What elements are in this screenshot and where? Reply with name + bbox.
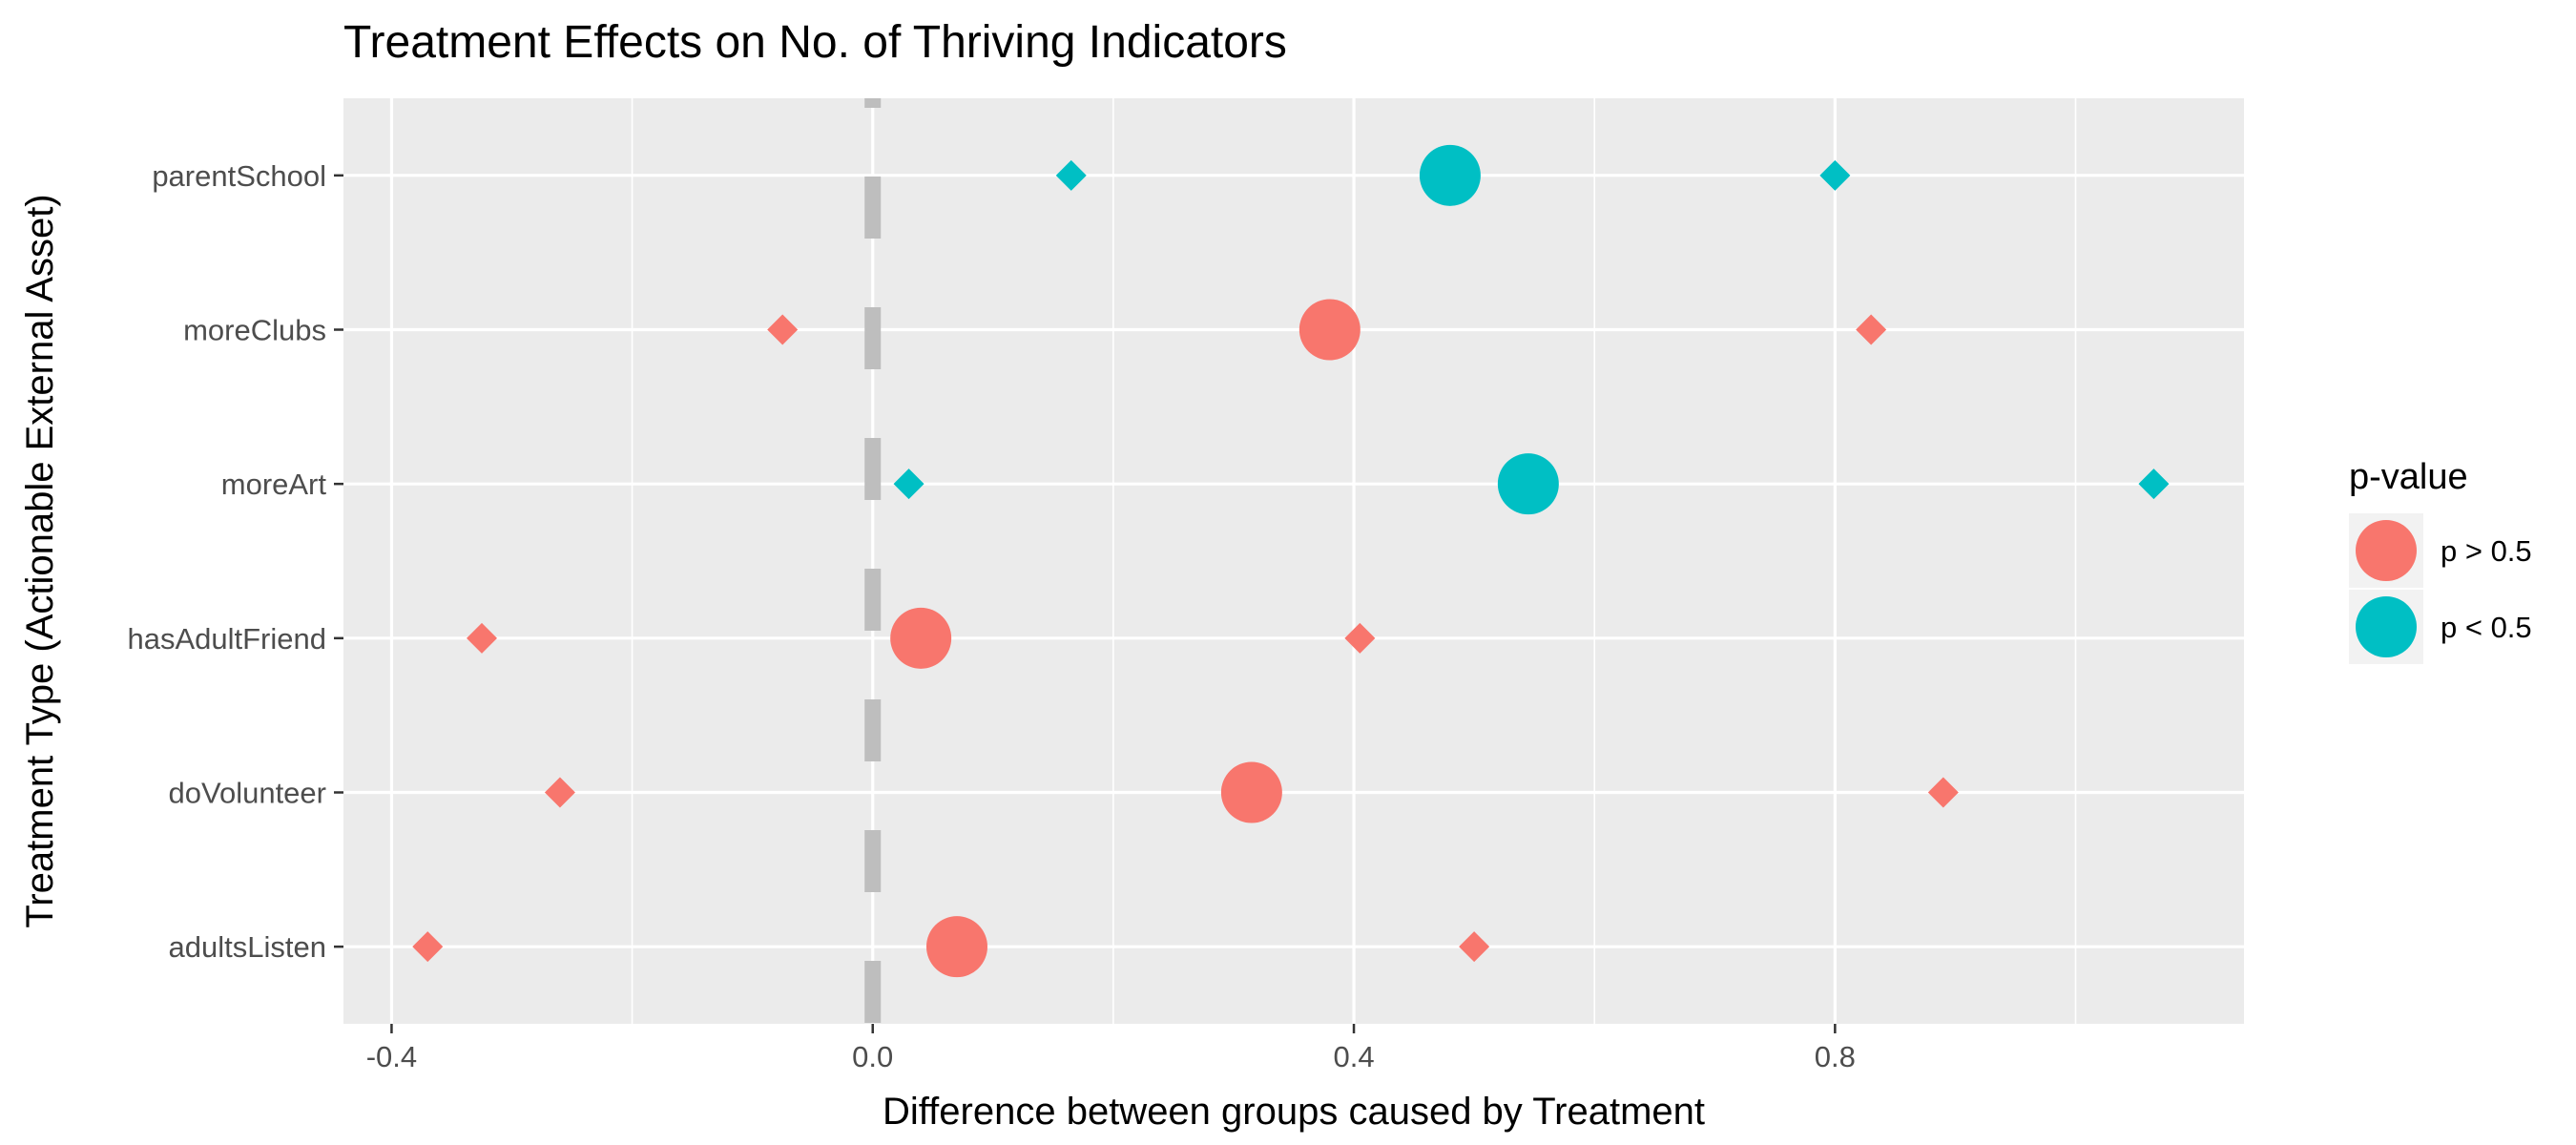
y-tick-label: moreClubs xyxy=(183,314,326,347)
x-tick-label: 0.4 xyxy=(1333,1040,1374,1073)
x-axis-title: Difference between groups caused by Trea… xyxy=(883,1091,1705,1133)
legend-entry-label: p < 0.5 xyxy=(2441,611,2532,644)
upper-bound-diamond xyxy=(2138,468,2170,500)
upper-bound-diamond xyxy=(1459,931,1490,963)
estimate-point xyxy=(1497,453,1559,515)
estimate-point xyxy=(1419,144,1481,206)
estimate-point xyxy=(925,916,987,978)
data-marks xyxy=(412,144,2170,978)
lower-bound-diamond xyxy=(412,931,444,963)
lower-bound-diamond xyxy=(1055,159,1087,191)
point-group-moreClubs xyxy=(767,299,1887,361)
x-tick-label: 0.8 xyxy=(1815,1040,1856,1073)
y-axis-title: Treatment Type (Actionable External Asse… xyxy=(19,194,61,927)
estimate-point xyxy=(890,607,952,669)
plot-panel xyxy=(343,98,2244,1024)
lower-bound-diamond xyxy=(767,314,799,345)
lower-bound-diamond xyxy=(544,777,575,808)
lower-bound-diamond xyxy=(893,468,924,500)
upper-bound-diamond xyxy=(1344,622,1376,654)
grid-lines xyxy=(343,98,2244,1024)
estimate-point xyxy=(1298,299,1361,361)
upper-bound-diamond xyxy=(1856,314,1887,345)
legend-entry-label: p > 0.5 xyxy=(2441,534,2532,568)
upper-bound-diamond xyxy=(1819,159,1851,191)
y-tick-label: parentSchool xyxy=(152,159,326,193)
y-tick-label: hasAdultFriend xyxy=(127,622,326,656)
x-axis: -0.4 0.0 0.4 0.8 xyxy=(366,1024,1856,1073)
legend: p-value p > 0.5 p < 0.5 xyxy=(2349,457,2532,664)
point-group-parentSchool xyxy=(1055,144,1851,206)
estimate-point xyxy=(1220,761,1282,823)
lower-bound-diamond xyxy=(466,622,497,654)
point-group-doVolunteer xyxy=(544,761,1959,823)
legend-key-swatch xyxy=(2356,520,2417,581)
y-tick-label: doVolunteer xyxy=(169,777,326,810)
point-group-moreArt xyxy=(893,453,2170,515)
point-group-hasAdultFriend xyxy=(466,607,1376,669)
legend-key-swatch xyxy=(2356,596,2417,657)
y-tick-label: moreArt xyxy=(221,468,327,501)
point-group-adultsListen xyxy=(412,916,1490,978)
x-tick-label: 0.0 xyxy=(852,1040,893,1073)
chart-title: Treatment Effects on No. of Thriving Ind… xyxy=(343,17,1287,68)
legend-title: p-value xyxy=(2349,457,2468,497)
y-axis: adultsListen doVolunteer hasAdultFriend mor… xyxy=(127,159,343,964)
y-tick-label: adultsListen xyxy=(169,930,326,964)
upper-bound-diamond xyxy=(1927,777,1959,808)
x-tick-label: -0.4 xyxy=(366,1040,417,1073)
